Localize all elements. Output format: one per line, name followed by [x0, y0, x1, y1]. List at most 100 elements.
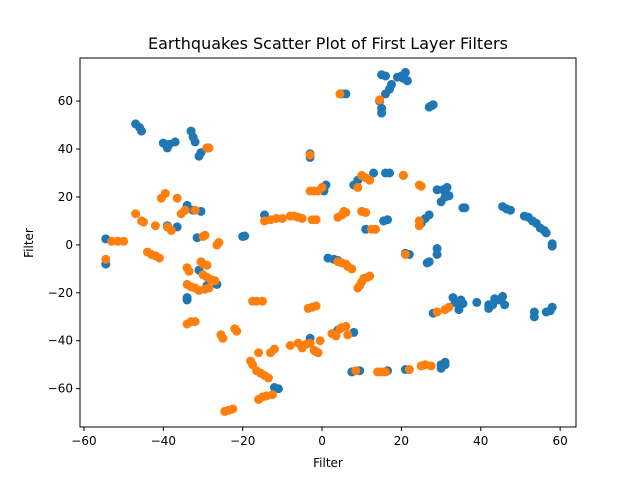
x-tick-label: −20: [230, 434, 255, 448]
data-point-s1-32: [204, 283, 214, 293]
data-point-s1-77: [311, 301, 321, 311]
data-point-s1-107: [347, 264, 357, 274]
data-point-s0-86: [444, 191, 454, 201]
data-point-s1-6: [139, 217, 148, 227]
data-point-s0-62: [402, 76, 412, 86]
data-point-s1-36: [210, 276, 220, 286]
data-point-s1-3: [119, 236, 129, 246]
x-tick-label: −40: [151, 434, 176, 448]
data-point-s0-57: [387, 79, 396, 89]
y-tick-label: −20: [48, 286, 73, 300]
data-point-s1-108: [335, 89, 345, 99]
data-point-s1-92: [315, 336, 325, 346]
data-point-s0-100: [458, 299, 468, 309]
data-point-s0-54: [381, 71, 390, 81]
data-point-s0-80: [428, 100, 438, 110]
data-point-s1-26: [184, 266, 194, 276]
data-point-s0-47: [369, 168, 379, 178]
data-point-s1-70: [277, 214, 287, 223]
data-point-s1-82: [305, 150, 315, 160]
data-point-s1-60: [254, 348, 264, 358]
data-point-s0-49: [383, 215, 392, 225]
data-point-s1-130: [404, 365, 414, 374]
data-point-s1-38: [214, 238, 224, 247]
data-point-s0-83: [442, 182, 452, 192]
data-point-s0-94: [436, 363, 446, 373]
data-point-s1-66: [267, 390, 277, 400]
data-point-s1-116: [353, 182, 363, 192]
y-axis: −60 −40 −20 0 20 40 60: [48, 94, 80, 396]
data-point-s0-77: [424, 210, 434, 220]
data-point-s0-21: [182, 295, 192, 305]
y-axis-label: Filter: [22, 228, 36, 258]
x-tick-label: 60: [552, 434, 567, 448]
data-point-s1-74: [297, 214, 307, 223]
data-point-s1-115: [365, 271, 375, 281]
x-axis: −60 −40 −20 0 20 40 60: [71, 427, 568, 448]
data-point-s0-4: [137, 126, 146, 136]
data-point-s1-43: [204, 143, 214, 153]
data-point-s1-50: [228, 404, 238, 414]
data-point-s0-113: [506, 205, 515, 215]
data-point-s0-29: [273, 384, 283, 394]
data-point-s0-52: [377, 108, 387, 118]
data-point-s1-62: [269, 344, 279, 354]
data-point-s1-128: [398, 170, 408, 180]
y-tick-label: 0: [65, 238, 73, 252]
data-point-s1-132: [416, 181, 426, 191]
data-point-s1-21: [200, 230, 210, 240]
data-point-s0-11: [190, 137, 200, 147]
data-point-s1-129: [400, 250, 410, 259]
data-point-s1-119: [365, 175, 375, 185]
data-point-s1-140: [444, 302, 454, 312]
data-point-s1-126: [381, 367, 390, 377]
data-point-s1-15: [166, 226, 176, 235]
data-point-s0-8: [170, 137, 180, 147]
x-tick-label: −60: [71, 434, 96, 448]
data-point-s1-10: [154, 253, 164, 263]
data-point-s1-134: [414, 221, 424, 231]
data-point-s1-59: [258, 296, 267, 306]
y-tick-label: 20: [58, 190, 73, 204]
data-point-s1-81: [317, 182, 327, 192]
data-point-s1-85: [285, 341, 295, 350]
data-point-s1-91: [313, 348, 323, 358]
data-point-s1-84: [311, 215, 321, 225]
data-point-s1-109: [351, 366, 361, 376]
data-point-s0-124: [529, 312, 539, 322]
data-point-s1-45: [218, 333, 228, 343]
data-point-s0-27: [240, 231, 250, 241]
chart-title: Earthquakes Scatter Plot of First Layer …: [148, 34, 508, 53]
data-point-s1-16: [172, 193, 182, 203]
points-layer: [101, 67, 557, 416]
data-point-s1-18: [180, 205, 190, 215]
data-point-s1-56: [264, 373, 273, 383]
data-point-s0-103: [472, 297, 482, 307]
data-point-s1-24: [202, 260, 212, 270]
data-point-s1-4: [131, 209, 141, 219]
data-point-s1-98: [343, 330, 353, 340]
data-point-s1-127: [375, 95, 385, 105]
data-point-s1-97: [341, 321, 351, 331]
y-tick-label: −40: [48, 334, 73, 348]
data-point-s1-121: [361, 208, 371, 217]
x-tick-label: 0: [318, 434, 326, 448]
data-point-s0-64: [385, 168, 394, 178]
data-point-s1-47: [232, 326, 242, 336]
data-point-s0-74: [424, 257, 434, 267]
data-point-s1-137: [426, 361, 436, 371]
x-tick-label: 20: [394, 434, 409, 448]
data-point-s1-89: [305, 338, 315, 348]
y-tick-label: −60: [48, 382, 73, 396]
data-point-s0-88: [432, 250, 442, 259]
x-tick-label: 40: [473, 434, 488, 448]
data-point-s1-138: [432, 307, 442, 317]
data-point-s0-109: [498, 291, 508, 301]
data-point-s1-0: [101, 254, 111, 264]
data-point-s1-123: [371, 224, 381, 234]
data-point-s1-102: [341, 208, 351, 217]
data-point-s1-11: [150, 221, 160, 231]
data-point-s0-120: [541, 228, 551, 238]
